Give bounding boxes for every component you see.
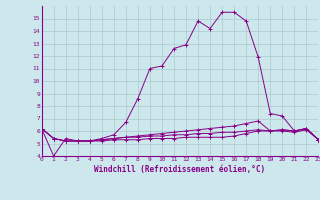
X-axis label: Windchill (Refroidissement éolien,°C): Windchill (Refroidissement éolien,°C) [94, 165, 266, 174]
